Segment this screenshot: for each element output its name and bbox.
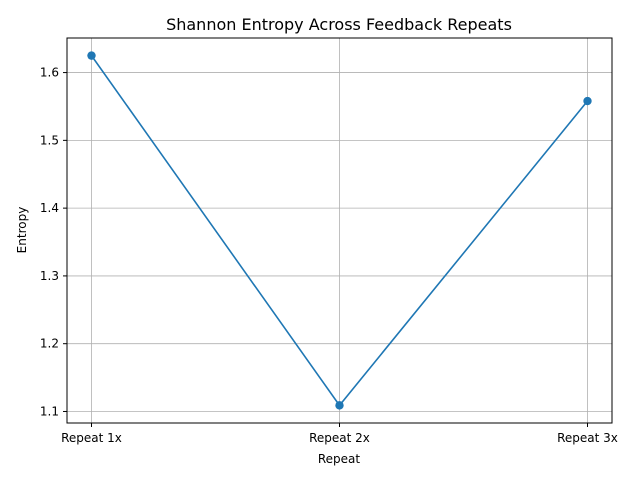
y-axis-label: Entropy <box>15 207 29 254</box>
y-tick-label: 1.2 <box>40 337 59 351</box>
x-axis-label: Repeat <box>318 452 361 466</box>
y-tick-label: 1.4 <box>40 201 59 215</box>
data-point <box>335 401 344 410</box>
y-tick-label: 1.3 <box>40 269 59 283</box>
data-point <box>87 51 96 60</box>
x-tick-label: Repeat 3x <box>557 431 618 445</box>
axis-ticks: Repeat 1x Repeat 2x Repeat 3x 1.1 1.2 1.3 1.4 1… <box>40 66 618 445</box>
plot-frame <box>66 37 613 424</box>
x-tick-label: Repeat 2x <box>309 431 370 445</box>
chart-title: Shannon Entropy Across Feedback Repeats <box>166 15 512 34</box>
y-tick-label: 1.6 <box>40 66 59 80</box>
y-tick-label: 1.1 <box>40 404 59 418</box>
x-tick-label: Repeat 1x <box>61 431 122 445</box>
data-point <box>583 96 592 106</box>
grid-lines <box>67 38 612 423</box>
series-line <box>87 51 592 410</box>
y-tick-label: 1.5 <box>40 133 59 147</box>
